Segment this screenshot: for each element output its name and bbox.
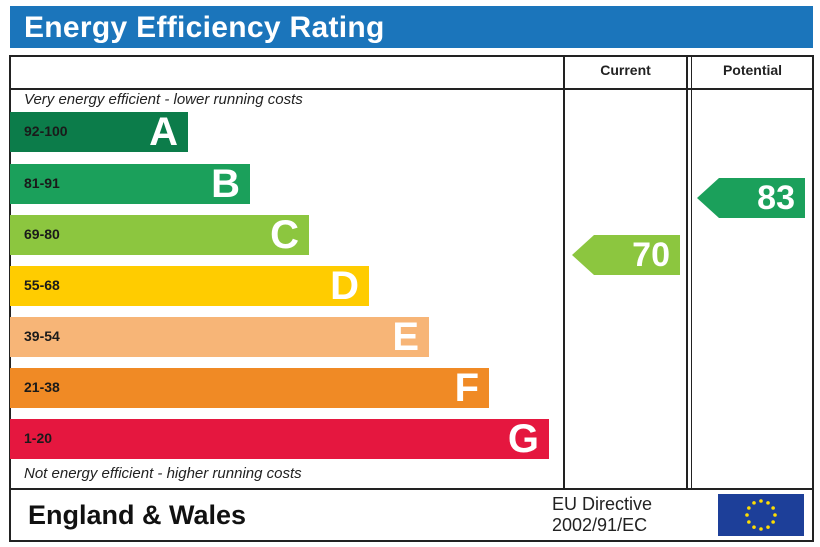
divider-potential [686,55,688,488]
region-label: England & Wales [28,500,247,530]
band-letter: D [330,264,359,308]
bottom-caption: Not energy efficient - higher running co… [24,465,302,482]
band-e: 39-54 E [10,315,429,359]
chart-title: Energy Efficiency Rating [24,11,385,44]
band-range-label: 21-38 [24,379,60,395]
divider-potential-inner [691,55,692,488]
eu-star-icon [752,501,756,505]
band-letter: A [149,110,178,154]
eu-star-icon [773,513,777,517]
divider-current [563,55,565,488]
current-column-header: Current [600,62,651,78]
eu-directive: EU Directive 2002/91/EC [552,494,652,536]
eu-star-icon [745,513,749,517]
band-range-label: 81-91 [24,175,60,191]
band-letter: E [392,315,419,359]
footer-divider [9,488,814,490]
potential-arrow-shape [697,178,805,218]
title-bar: Energy Efficiency Rating [10,6,813,48]
directive-line1: EU Directive [552,494,653,514]
potential-rating-arrow: 83 [697,178,805,218]
band-letter: B [211,162,240,206]
current-rating-arrow: 70 [572,235,680,275]
eu-star-icon [766,501,770,505]
band-range-label: 55-68 [24,277,60,293]
band-range-label: 1-20 [24,430,53,446]
current-arrow-shape [572,235,680,275]
eu-star-icon [766,525,770,529]
band-letter: G [507,417,539,461]
eu-flag-icon [718,494,804,536]
band-c: 69-80 C [10,213,309,257]
band-range-label: 39-54 [24,328,60,344]
band-letter: F [454,366,479,410]
band-range-label: 69-80 [24,226,60,242]
band-b: 81-91 B [10,162,250,206]
eu-star-icon [752,525,756,529]
eu-star-icon [771,520,775,524]
band-range-label: 92-100 [24,123,68,139]
eu-star-icon [759,499,763,503]
current-rating-value: 70 [632,236,670,274]
potential-column-header: Potential [722,62,783,78]
band-d: 55-68 D [10,264,369,308]
directive-line2: 2002/91/EC [552,515,648,535]
eu-star-icon [747,520,751,524]
band-f: 21-38 F [10,366,489,410]
eu-star-icon [759,527,763,531]
band-g: 1-20 G [10,417,549,461]
band-letter: C [270,213,299,257]
band-a: 92-100 A [10,110,188,154]
eu-star-icon [747,506,751,510]
eu-star-icon [771,506,775,510]
potential-rating-value: 83 [757,179,795,217]
top-caption: Very energy efficient - lower running co… [24,91,303,108]
header-divider [9,88,814,90]
